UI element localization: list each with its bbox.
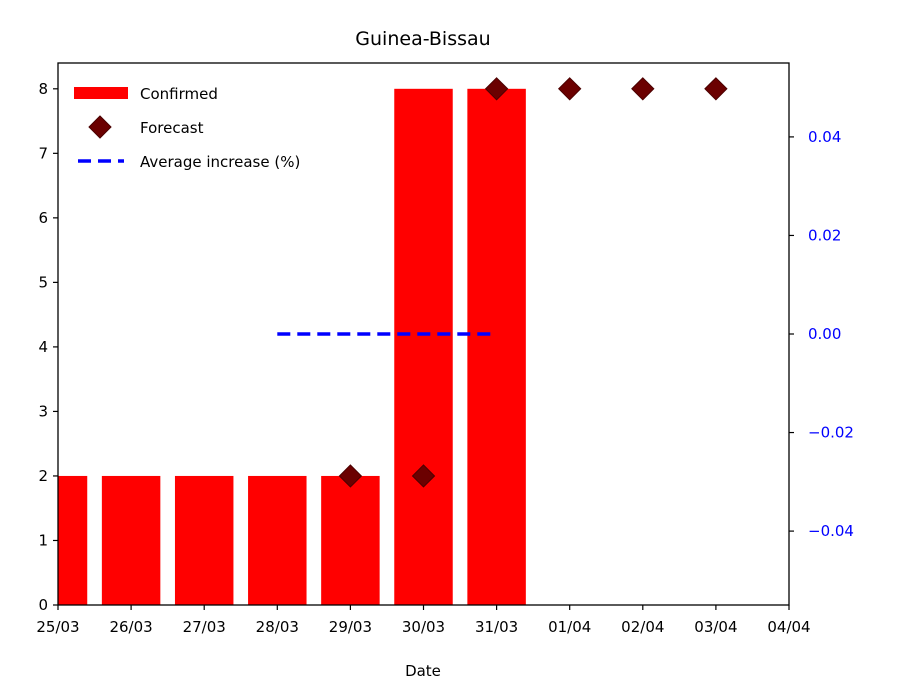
confirmed-bar — [394, 88, 453, 605]
x-tick-label: 28/03 — [256, 618, 299, 636]
y-tick-label: 2 — [38, 467, 48, 485]
x-tick-label: 01/04 — [548, 618, 591, 636]
legend-label: Confirmed — [140, 85, 218, 103]
forecast-point — [704, 77, 728, 101]
y2-tick-label: −0.02 — [808, 424, 854, 442]
legend-swatch-confirmed — [74, 87, 128, 99]
y-tick-label: 0 — [38, 596, 48, 614]
y2-tick-label: 0.04 — [808, 128, 841, 146]
y2-tick-label: −0.04 — [808, 522, 854, 540]
y2-tick-label: 0.02 — [808, 226, 841, 244]
confirmed-bar — [101, 475, 161, 605]
y-tick-label: 1 — [38, 531, 48, 549]
legend-swatch-forecast — [88, 115, 112, 139]
y-tick-label: 3 — [38, 402, 48, 420]
legend: Confirmed Forecast Average increase (%) — [74, 85, 300, 171]
y-tick-label: 4 — [38, 338, 48, 356]
confirmed-bar — [467, 88, 526, 605]
forecast-point — [338, 464, 363, 488]
y-tick-label: 8 — [38, 80, 48, 98]
legend-label: Average increase (%) — [140, 153, 300, 171]
confirmed-bar — [58, 475, 88, 605]
confirmed-bar — [321, 475, 380, 605]
forecast-point — [484, 77, 509, 101]
forecast-point — [631, 77, 655, 101]
legend-label: Forecast — [140, 119, 204, 137]
chart-title: Guinea-Bissau — [355, 28, 490, 50]
y2-tick-label: 0.00 — [808, 325, 841, 343]
x-tick-label: 26/03 — [109, 618, 152, 636]
forecast-point — [411, 464, 436, 488]
x-axis-label: Date — [405, 662, 441, 680]
x-tick-label: 25/03 — [36, 618, 79, 636]
x-tick-label: 03/04 — [694, 618, 737, 636]
x-tick-label: 02/04 — [621, 618, 664, 636]
forecast-point — [557, 77, 582, 101]
confirmed-bar — [174, 475, 234, 605]
x-tick-label: 27/03 — [183, 618, 226, 636]
x-tick-label: 31/03 — [475, 618, 518, 636]
y-tick-label: 6 — [38, 209, 48, 227]
y-tick-label: 7 — [38, 144, 48, 162]
x-tick-label: 04/04 — [767, 618, 810, 636]
y-tick-label: 5 — [38, 273, 48, 291]
confirmed-bar — [248, 475, 307, 605]
axes: 0 1 2 3 4 5 6 7 8 −0.04 −0.02 0.00 0.02 0.04 25/03 26/0… — [36, 62, 854, 636]
x-tick-label: 29/03 — [329, 618, 372, 636]
plot-area — [58, 88, 526, 605]
x-tick-label: 30/03 — [402, 618, 445, 636]
